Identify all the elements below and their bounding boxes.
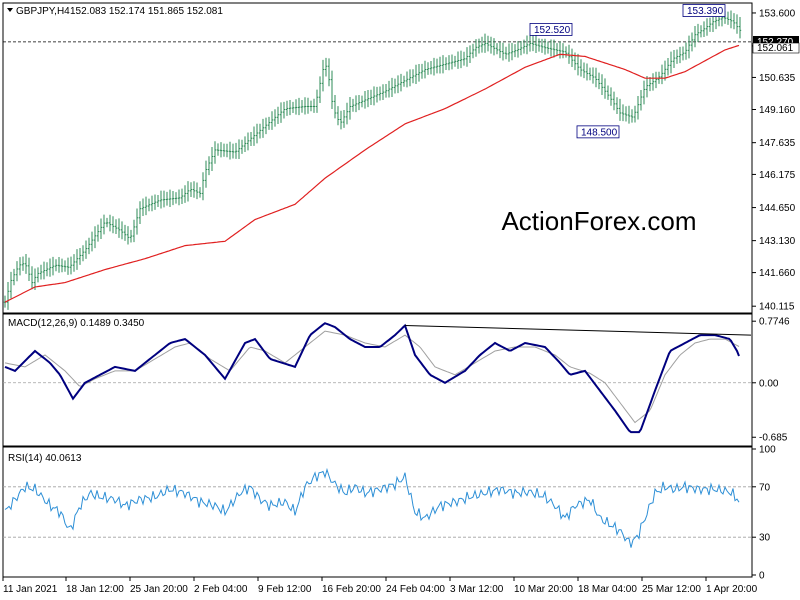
rsi-tick-label: 100	[759, 445, 776, 456]
time-tick-label: 1 Apr 20:00	[706, 584, 758, 595]
time-tick-label: 25 Mar 12:00	[642, 584, 701, 595]
bid-price-tag	[752, 42, 800, 54]
price-annotation-label: 152.520	[534, 25, 571, 36]
price-annotation-box	[682, 4, 726, 17]
price-tick-label: 150.635	[759, 73, 796, 84]
macd-line	[4, 322, 740, 434]
price-panel-frame	[2, 2, 753, 314]
price-annotation-label: 148.500	[581, 127, 618, 138]
rsi-tick-label: 70	[759, 482, 771, 493]
time-tick-label: 16 Feb 20:00	[322, 584, 381, 595]
time-tick-label: 24 Feb 04:00	[386, 584, 445, 595]
price-annotation-box	[576, 125, 620, 139]
price-annotations-layer: 153.390 152.520 148.500	[529, 4, 726, 139]
price-annotation-box	[529, 23, 573, 36]
rsi-tick-label: 0	[759, 571, 765, 582]
rsi-tick-label: 30	[759, 533, 771, 544]
macd-tick-label: 0.00	[759, 378, 779, 389]
price-tick-label: 149.160	[759, 105, 796, 116]
macd-tick-label: -0.685	[759, 433, 788, 444]
macd-title: MACD(12,26,9) 0.1489 0.3450	[8, 318, 145, 329]
time-tick-label: 18 Mar 04:00	[578, 584, 637, 595]
price-tick-label: 140.115	[759, 302, 795, 313]
bid-price-label: 152.061	[757, 43, 794, 54]
rsi-axis-layer: 100 70 30 0	[752, 445, 776, 582]
time-tick-label: 11 Jan 2021	[3, 584, 58, 595]
rsi-panel-frame	[2, 446, 753, 578]
current-price-label: 152.270	[757, 37, 794, 48]
time-tick-label: 18 Jan 12:00	[66, 584, 124, 595]
macd-trendline	[404, 325, 752, 336]
price-tick-label: 144.650	[759, 203, 796, 214]
rsi-layer	[3, 467, 752, 548]
macd-panel-frame	[2, 313, 753, 447]
price-tick-label: 147.635	[759, 138, 796, 149]
macd-axis-layer: 0.7746 0.00 -0.685	[752, 317, 790, 444]
ohlc-values: 152.083 152.174 151.865 152.081	[70, 6, 223, 17]
time-tick-label: 9 Feb 12:00	[258, 584, 312, 595]
price-tick-label: 141.660	[759, 268, 796, 279]
collapse-triangle-icon[interactable]	[7, 8, 13, 12]
price-tick-label: 153.600	[759, 8, 796, 19]
price-annotation-label: 153.390	[687, 6, 724, 17]
macd-layer	[3, 322, 752, 434]
time-axis-layer: 11 Jan 2021 18 Jan 12:00 25 Jan 20:00 2 Feb…	[2, 577, 758, 595]
time-tick-label: 10 Mar 20:00	[514, 584, 573, 595]
rsi-title: RSI(14) 40.0613	[8, 453, 82, 464]
moving-average-layer	[4, 44, 740, 303]
rsi-line	[4, 467, 740, 548]
symbol-label: GBPJPY,H4	[16, 6, 70, 17]
moving-average-line	[4, 44, 740, 303]
price-bars-layer	[3, 8, 742, 310]
price-tick-label: 146.175	[759, 170, 796, 181]
macd-tick-label: 0.7746	[759, 317, 790, 328]
time-tick-label: 25 Jan 20:00	[130, 584, 188, 595]
macd-signal-line	[4, 330, 740, 424]
time-tick-label: 3 Mar 12:00	[450, 584, 504, 595]
price-tick-label: 143.130	[759, 236, 796, 247]
time-tick-label: 2 Feb 04:00	[194, 584, 248, 595]
current-price-tag	[753, 36, 799, 47]
watermark-text: ActionForex.com	[501, 206, 696, 236]
